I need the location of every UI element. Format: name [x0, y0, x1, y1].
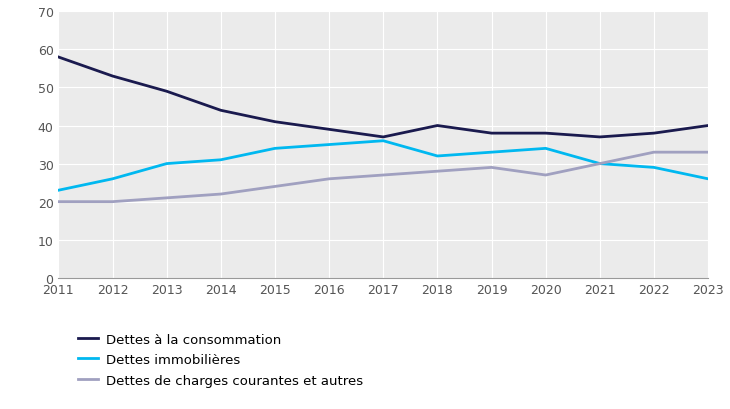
Dettes de charges courantes et autres — [487, 166, 496, 171]
Dettes immobilières — [596, 162, 604, 166]
Line: Dettes de charges courantes et autres: Dettes de charges courantes et autres — [58, 153, 708, 202]
Legend: Dettes à la consommation, Dettes immobilières, Dettes de charges courantes et au: Dettes à la consommation, Dettes immobil… — [78, 333, 363, 387]
Dettes de charges courantes et autres — [271, 184, 280, 189]
Dettes à la consommation — [54, 55, 63, 60]
Dettes immobilières — [271, 146, 280, 151]
Dettes à la consommation — [325, 128, 334, 133]
Dettes de charges courantes et autres — [704, 151, 712, 155]
Dettes de charges courantes et autres — [596, 162, 604, 166]
Dettes à la consommation — [271, 120, 280, 125]
Line: Dettes à la consommation: Dettes à la consommation — [58, 58, 708, 137]
Dettes immobilières — [650, 166, 658, 171]
Dettes à la consommation — [108, 74, 117, 79]
Dettes immobilières — [216, 158, 225, 163]
Dettes de charges courantes et autres — [54, 200, 63, 204]
Dettes à la consommation — [487, 131, 496, 136]
Dettes à la consommation — [379, 135, 388, 140]
Dettes à la consommation — [704, 124, 712, 129]
Dettes immobilières — [487, 151, 496, 155]
Dettes à la consommation — [433, 124, 442, 129]
Dettes immobilières — [704, 177, 712, 182]
Dettes à la consommation — [596, 135, 604, 140]
Dettes à la consommation — [650, 131, 658, 136]
Dettes à la consommation — [162, 90, 171, 94]
Dettes immobilières — [108, 177, 117, 182]
Dettes immobilières — [379, 139, 388, 144]
Dettes de charges courantes et autres — [216, 192, 225, 197]
Dettes de charges courantes et autres — [650, 151, 658, 155]
Dettes de charges courantes et autres — [379, 173, 388, 178]
Dettes de charges courantes et autres — [542, 173, 550, 178]
Dettes à la consommation — [542, 131, 550, 136]
Dettes immobilières — [433, 154, 442, 159]
Dettes immobilières — [325, 143, 334, 148]
Line: Dettes immobilières: Dettes immobilières — [58, 142, 708, 191]
Dettes immobilières — [162, 162, 171, 166]
Dettes immobilières — [54, 188, 63, 193]
Dettes de charges courantes et autres — [162, 196, 171, 201]
Dettes de charges courantes et autres — [325, 177, 334, 182]
Dettes de charges courantes et autres — [433, 169, 442, 174]
Dettes immobilières — [542, 146, 550, 151]
Dettes à la consommation — [216, 108, 225, 113]
Dettes de charges courantes et autres — [108, 200, 117, 204]
